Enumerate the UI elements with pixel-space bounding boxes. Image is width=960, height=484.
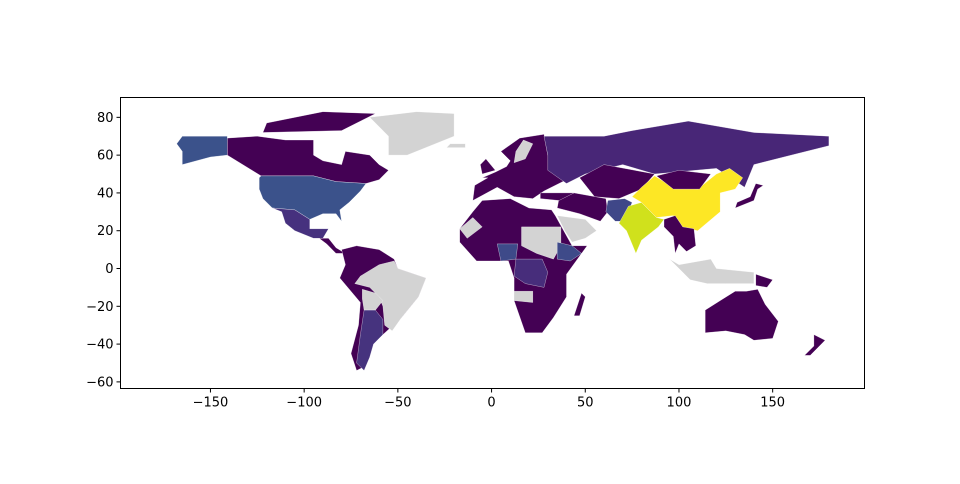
x-tick-label: 0 xyxy=(487,396,495,411)
region-united-states xyxy=(259,175,367,222)
y-tick-label: −60 xyxy=(86,375,113,390)
region-ethiopia xyxy=(557,241,582,262)
x-tick-label: 150 xyxy=(760,396,785,411)
region-argentina xyxy=(356,309,384,371)
x-tick-label: 100 xyxy=(667,396,692,411)
y-axis: −60 −40 −20 0 20 40 60 80 xyxy=(86,111,121,390)
region-madagascar xyxy=(573,292,586,316)
x-tick-label: −50 xyxy=(384,396,411,411)
region-west-sahara xyxy=(459,217,483,239)
region-alaska xyxy=(176,136,228,165)
region-turkey xyxy=(540,192,575,201)
region-new-zealand xyxy=(804,334,826,356)
region-sweden xyxy=(513,139,534,163)
region-iceland xyxy=(446,143,466,148)
region-japan xyxy=(734,183,764,209)
region-papua-new-guinea xyxy=(755,273,773,288)
y-tick-label: 80 xyxy=(97,111,114,126)
region-angola xyxy=(513,291,533,303)
region-mexico xyxy=(272,207,329,239)
region-canada-arctic xyxy=(262,111,376,133)
region-sudan-chad xyxy=(521,226,562,260)
region-russia xyxy=(543,120,830,188)
region-central-africa xyxy=(513,258,548,288)
region-greenland xyxy=(369,111,455,156)
region-europe xyxy=(472,134,567,201)
region-nigeria xyxy=(497,243,518,262)
map-regions xyxy=(176,111,830,371)
axes-frame xyxy=(120,97,865,389)
region-united-kingdom xyxy=(480,158,496,175)
region-mongolia xyxy=(656,170,712,190)
x-tick-label: 50 xyxy=(577,396,594,411)
region-india xyxy=(618,202,665,254)
x-tick-label: −150 xyxy=(193,396,229,411)
y-tick-label: 40 xyxy=(97,186,114,201)
region-saudi-arabia xyxy=(556,215,597,243)
y-tick-label: 0 xyxy=(105,262,113,277)
region-southeast-asia xyxy=(663,215,696,254)
x-tick-label: −100 xyxy=(286,396,322,411)
y-tick-label: 20 xyxy=(97,224,114,239)
y-tick-label: −20 xyxy=(86,300,113,315)
region-indonesia xyxy=(669,258,755,284)
x-axis: −150 −100 −50 0 50 100 150 xyxy=(193,388,785,411)
y-tick-label: −40 xyxy=(86,338,113,353)
region-central-america xyxy=(318,238,346,254)
y-tick-label: 60 xyxy=(97,149,114,164)
region-australia xyxy=(705,289,779,341)
